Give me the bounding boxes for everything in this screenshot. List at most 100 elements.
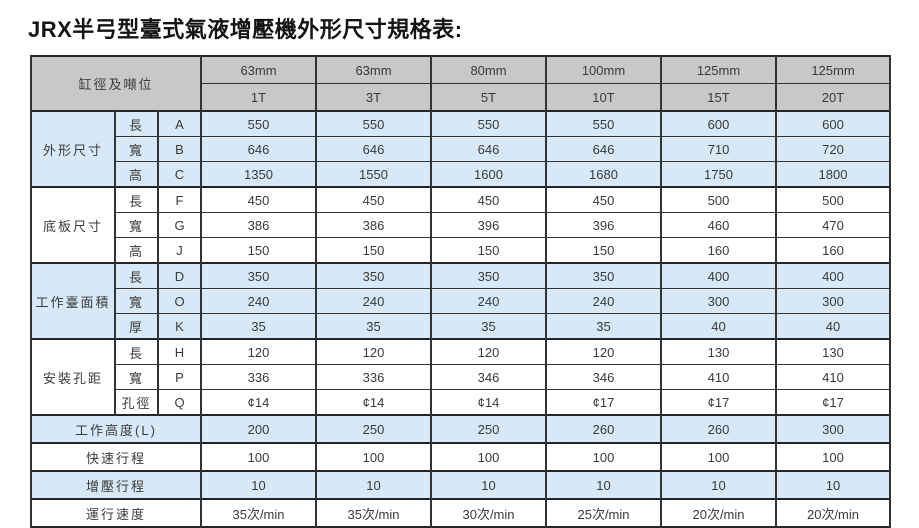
value-cell: 40 xyxy=(660,313,777,340)
value-cell: 646 xyxy=(545,136,662,162)
spec-table-body: 缸徑及噸位 63mm 63mm 80mm 100mm 125mm 125mm 1T 3T 5T 10… xyxy=(30,55,891,528)
corner-header-cell: 缸徑及噸位 xyxy=(30,55,202,112)
value-cell: 350 xyxy=(430,262,547,289)
value-cell: 550 xyxy=(200,110,317,137)
value-cell: 450 xyxy=(430,186,547,213)
code-label-cell: P xyxy=(157,364,202,390)
value-cell: 450 xyxy=(315,186,432,213)
value-cell: 1600 xyxy=(430,161,547,188)
value-cell: 10 xyxy=(200,470,317,500)
value-cell: 130 xyxy=(775,338,891,365)
value-cell: 470 xyxy=(775,212,891,238)
value-cell: 450 xyxy=(200,186,317,213)
value-cell: 300 xyxy=(775,288,891,314)
value-cell: 346 xyxy=(430,364,547,390)
group-label-cell: 工作臺面積 xyxy=(30,262,116,340)
value-cell: ¢14 xyxy=(315,389,432,416)
code-label-cell: Q xyxy=(157,389,202,416)
value-cell: ¢17 xyxy=(660,389,777,416)
bore-header-cell: 80mm xyxy=(430,55,547,84)
value-cell: 400 xyxy=(660,262,777,289)
value-cell: 410 xyxy=(660,364,777,390)
dim-label-cell: 厚 xyxy=(114,313,159,340)
value-cell: 10 xyxy=(315,470,432,500)
code-label-cell: H xyxy=(157,338,202,365)
value-cell: 100 xyxy=(200,442,317,472)
tonnage-header-cell: 20T xyxy=(775,83,891,112)
value-cell: 35次/min xyxy=(200,498,317,528)
value-cell: 720 xyxy=(775,136,891,162)
value-cell: 710 xyxy=(660,136,777,162)
dim-label-cell: 長 xyxy=(114,110,159,137)
value-cell: 160 xyxy=(660,237,777,264)
value-cell: ¢14 xyxy=(430,389,547,416)
value-cell: 1550 xyxy=(315,161,432,188)
value-cell: 10 xyxy=(430,470,547,500)
group-label-cell: 安裝孔距 xyxy=(30,338,116,416)
value-cell: 646 xyxy=(200,136,317,162)
value-cell: 396 xyxy=(430,212,547,238)
value-cell: 386 xyxy=(200,212,317,238)
value-cell: 150 xyxy=(315,237,432,264)
value-cell: 1800 xyxy=(775,161,891,188)
value-cell: 600 xyxy=(660,110,777,137)
value-cell: 35次/min xyxy=(315,498,432,528)
value-cell: 35 xyxy=(430,313,547,340)
bore-header-cell: 125mm xyxy=(660,55,777,84)
value-cell: 336 xyxy=(200,364,317,390)
value-cell: 460 xyxy=(660,212,777,238)
tonnage-header-cell: 3T xyxy=(315,83,432,112)
dim-label-cell: 長 xyxy=(114,262,159,289)
value-cell: 550 xyxy=(315,110,432,137)
footer-label-cell: 快速行程 xyxy=(30,442,202,472)
value-cell: 20次/min xyxy=(660,498,777,528)
value-cell: 35 xyxy=(545,313,662,340)
value-cell: 1680 xyxy=(545,161,662,188)
code-label-cell: G xyxy=(157,212,202,238)
code-label-cell: B xyxy=(157,136,202,162)
tonnage-header-cell: 5T xyxy=(430,83,547,112)
value-cell: 240 xyxy=(545,288,662,314)
value-cell: 40 xyxy=(775,313,891,340)
dim-label-cell: 高 xyxy=(114,161,159,188)
value-cell: 30次/min xyxy=(430,498,547,528)
group-label-cell: 底板尺寸 xyxy=(30,186,116,264)
value-cell: 300 xyxy=(660,288,777,314)
dim-label-cell: 孔徑 xyxy=(114,389,159,416)
value-cell: 500 xyxy=(660,186,777,213)
value-cell: 35 xyxy=(315,313,432,340)
bore-header-cell: 100mm xyxy=(545,55,662,84)
value-cell: 250 xyxy=(315,414,432,444)
value-cell: 600 xyxy=(775,110,891,137)
value-cell: ¢17 xyxy=(545,389,662,416)
value-cell: 260 xyxy=(660,414,777,444)
value-cell: 500 xyxy=(775,186,891,213)
value-cell: 100 xyxy=(315,442,432,472)
value-cell: 396 xyxy=(545,212,662,238)
footer-label-cell: 工作高度(L) xyxy=(30,414,202,444)
tonnage-header-cell: 15T xyxy=(660,83,777,112)
value-cell: 410 xyxy=(775,364,891,390)
value-cell: 550 xyxy=(430,110,547,137)
value-cell: 100 xyxy=(775,442,891,472)
code-label-cell: C xyxy=(157,161,202,188)
value-cell: ¢14 xyxy=(200,389,317,416)
value-cell: 240 xyxy=(315,288,432,314)
value-cell: 386 xyxy=(315,212,432,238)
value-cell: 120 xyxy=(200,338,317,365)
value-cell: 130 xyxy=(660,338,777,365)
value-cell: ¢17 xyxy=(775,389,891,416)
dim-label-cell: 長 xyxy=(114,186,159,213)
value-cell: 450 xyxy=(545,186,662,213)
value-cell: 646 xyxy=(315,136,432,162)
value-cell: 250 xyxy=(430,414,547,444)
value-cell: 400 xyxy=(775,262,891,289)
value-cell: 300 xyxy=(775,414,891,444)
value-cell: 1750 xyxy=(660,161,777,188)
value-cell: 150 xyxy=(200,237,317,264)
value-cell: 10 xyxy=(545,470,662,500)
spec-table: 缸徑及噸位 63mm 63mm 80mm 100mm 125mm 125mm 1T 3T 5T 10… xyxy=(30,55,891,528)
value-cell: 646 xyxy=(430,136,547,162)
value-cell: 100 xyxy=(545,442,662,472)
value-cell: 35 xyxy=(200,313,317,340)
